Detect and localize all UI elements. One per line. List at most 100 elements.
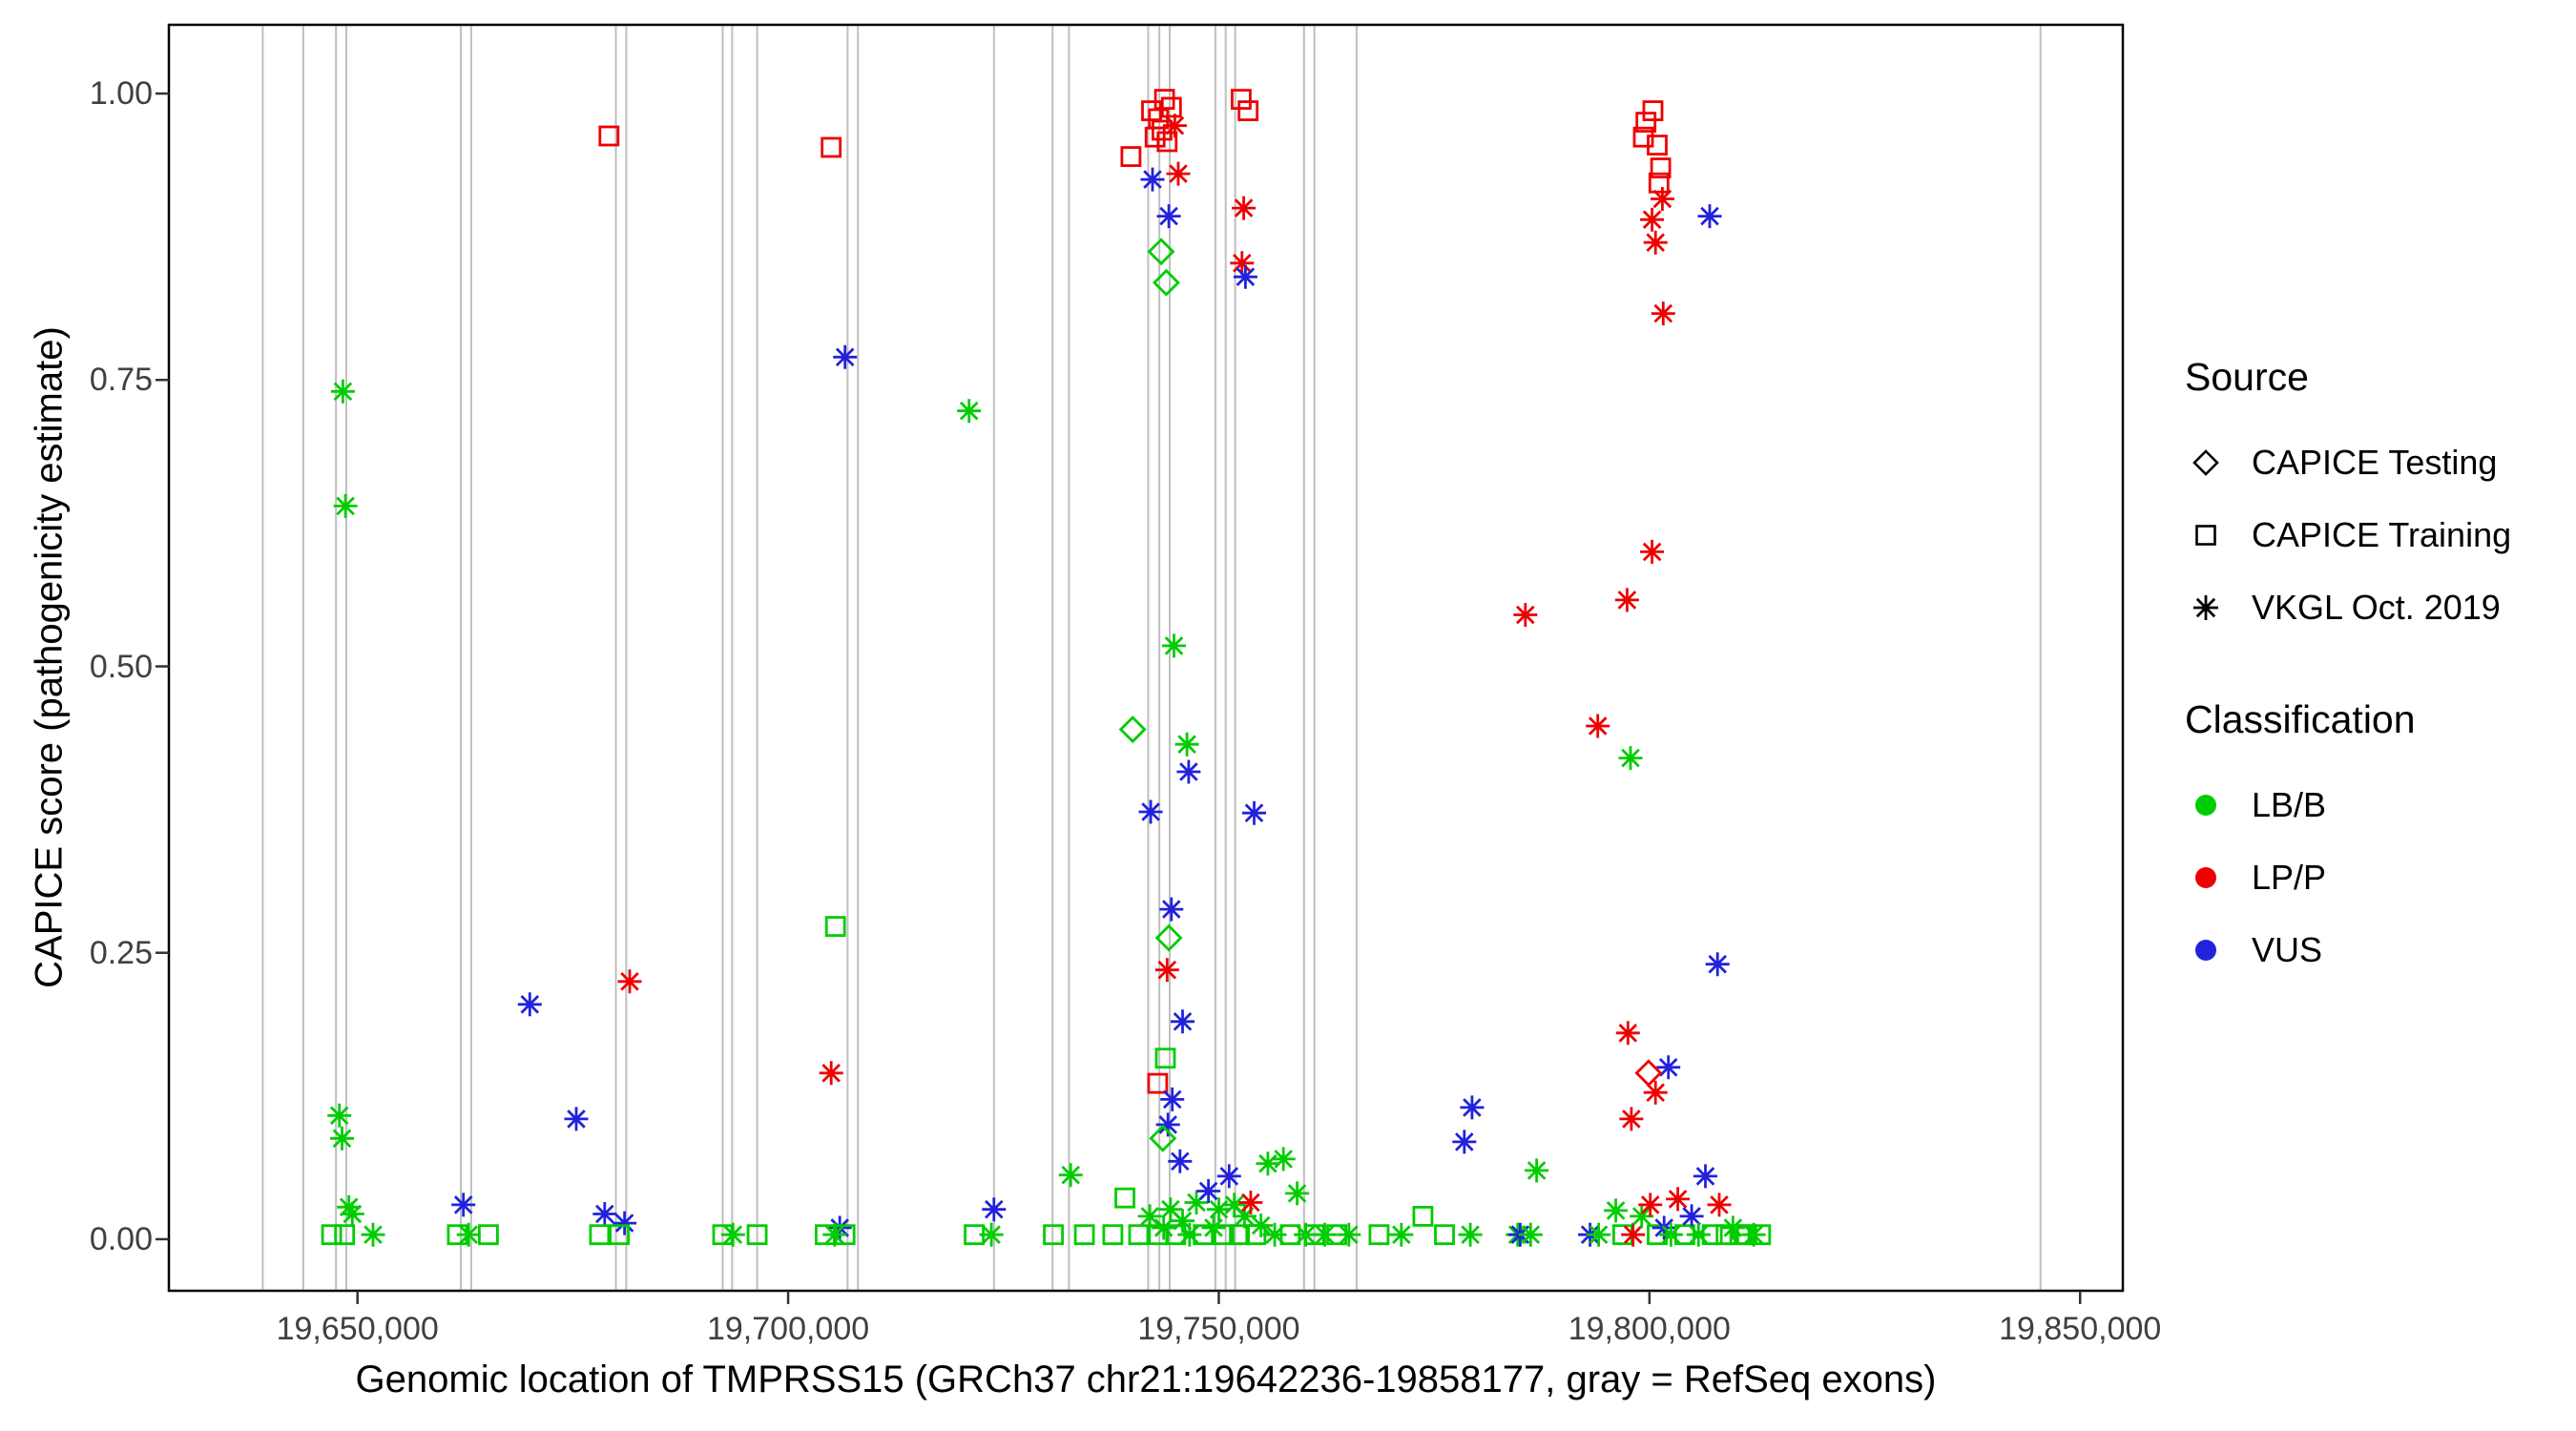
asterisk-data-point	[330, 379, 355, 404]
legend-source-title: Source	[2185, 355, 2309, 399]
open-square-data-point	[1650, 157, 1672, 179]
open-square-data-point	[334, 1224, 356, 1246]
asterisk-data-point	[1249, 1213, 1274, 1237]
asterisk-data-point	[1389, 1222, 1414, 1247]
asterisk-data-point	[1337, 1222, 1361, 1247]
asterisk-data-point	[1058, 1163, 1083, 1188]
asterisk-data-point	[564, 1107, 589, 1131]
asterisk-data-point	[1720, 1215, 1745, 1240]
legend-item-vkgl: VKGL Oct. 2019	[2185, 571, 2511, 644]
asterisk-data-point	[1242, 800, 1266, 825]
legend-label-vus: VUS	[2252, 930, 2323, 969]
legend-label-capice-testing: CAPICE Testing	[2252, 443, 2498, 482]
open-diamond-data-point	[1154, 923, 1183, 952]
asterisk-data-point	[1207, 1197, 1231, 1222]
asterisk-data-point	[1216, 1164, 1241, 1189]
open-square-data-point	[834, 1224, 856, 1246]
asterisk-data-point	[1604, 1198, 1629, 1223]
asterisk-data-point	[833, 344, 858, 369]
asterisk-data-point	[1152, 1215, 1176, 1240]
asterisk-data-point	[1618, 746, 1643, 771]
asterisk-data-point	[1640, 539, 1665, 564]
asterisk-data-point	[1171, 1209, 1195, 1234]
asterisk-data-point	[1741, 1222, 1766, 1247]
open-diamond-data-point	[1634, 1059, 1663, 1088]
asterisk-data-point	[1452, 1130, 1477, 1154]
asterisk-data-point	[1158, 1197, 1183, 1222]
legend-source-section: Source CAPICE Testing CAPICE Training VK…	[2185, 355, 2511, 644]
asterisk-data-point	[330, 1126, 354, 1151]
asterisk-data-point	[1168, 1149, 1193, 1173]
asterisk-data-point	[1230, 251, 1255, 276]
open-square-data-point	[1043, 1224, 1064, 1246]
asterisk-data-point	[451, 1192, 476, 1217]
asterisk-data-point	[1621, 1222, 1646, 1247]
legend-classification-title: Classification	[2185, 697, 2416, 741]
asterisk-data-point	[1159, 897, 1184, 922]
asterisk-data-point	[979, 1222, 1004, 1247]
asterisk-data-point	[1162, 633, 1186, 658]
asterisk-data-point	[1615, 1021, 1640, 1046]
open-square-data-point	[1701, 1224, 1723, 1246]
open-square-data-point	[1648, 172, 1670, 194]
asterisk-data-point	[1196, 1179, 1221, 1203]
open-square-data-point	[1114, 1187, 1135, 1209]
asterisk-data-point	[1233, 264, 1257, 289]
legend-classification-section: Classification LB/B LP/P VUS	[2185, 697, 2511, 986]
lpp-color-dot	[2195, 867, 2216, 888]
open-square-data-point	[821, 136, 842, 158]
asterisk-data-point	[1138, 799, 1163, 824]
open-square-data-point	[1147, 1072, 1169, 1094]
asterisk-data-point	[1271, 1147, 1296, 1172]
x-tick-label: 19,850,000	[1999, 1311, 2162, 1347]
x-tick-label: 19,700,000	[706, 1311, 870, 1347]
open-square-data-point	[746, 1224, 768, 1246]
legend-item-vus: VUS	[2185, 914, 2511, 986]
open-square-data-point	[1434, 1224, 1455, 1246]
asterisk-data-point	[1233, 1204, 1257, 1229]
vus-color-dot	[2195, 940, 2216, 961]
asterisk-data-point	[1238, 1191, 1263, 1214]
legend-label-lpp: LP/P	[2252, 858, 2327, 897]
asterisk-data-point	[1707, 1192, 1732, 1217]
asterisk-data-point	[1587, 1222, 1611, 1247]
asterisk-data-point	[1666, 1187, 1691, 1212]
asterisk-data-point	[1177, 1222, 1202, 1247]
open-square-data-point	[589, 1224, 611, 1246]
asterisk-data-point	[1679, 1204, 1704, 1229]
legend-label-capice-training: CAPICE Training	[2252, 515, 2512, 554]
open-square-data-point	[1160, 96, 1182, 118]
open-square-data-point	[1144, 126, 1166, 148]
legend-item-lpp: LP/P	[2185, 841, 2511, 914]
open-square-data-point	[1120, 146, 1142, 168]
asterisk-data-point	[517, 992, 542, 1017]
open-diamond-data-point	[1147, 238, 1175, 266]
asterisk-data-point	[1656, 1055, 1681, 1080]
open-square-data-point	[1102, 1224, 1124, 1246]
open-square-data-point	[1156, 131, 1178, 153]
open-square-data-point	[1412, 1206, 1434, 1227]
legend-label-vkgl: VKGL Oct. 2019	[2252, 588, 2501, 627]
legend-item-capice-training: CAPICE Training	[2185, 499, 2511, 571]
y-tick-label: 0.50	[89, 648, 153, 685]
open-square-data-point	[1231, 89, 1252, 110]
open-square-data-point	[1750, 1224, 1772, 1246]
asterisk-data-point	[1162, 114, 1187, 138]
asterisk-data-point	[1586, 714, 1610, 738]
asterisk-data-point	[1201, 1215, 1226, 1240]
open-square-data-point	[1154, 1047, 1176, 1069]
asterisk-data-point	[1156, 204, 1181, 229]
asterisk-data-point	[1643, 230, 1668, 255]
asterisk-data-point	[982, 1197, 1007, 1222]
x-axis-title: Genomic location of TMPRSS15 (GRCh37 chr…	[355, 1358, 1937, 1400]
asterisk-data-point	[1160, 1087, 1185, 1111]
y-tick-label: 0.00	[89, 1220, 153, 1257]
legend: Source CAPICE Testing CAPICE Training VK…	[2185, 355, 2511, 986]
asterisk-data-point	[1693, 1164, 1717, 1189]
asterisk-data-point	[957, 399, 982, 424]
asterisk-data-point	[613, 1211, 637, 1235]
asterisk-data-point	[1176, 759, 1201, 784]
open-square-data-point	[1073, 1224, 1095, 1246]
open-square-data-point	[1237, 100, 1259, 121]
asterisk-data-point	[1166, 161, 1191, 186]
